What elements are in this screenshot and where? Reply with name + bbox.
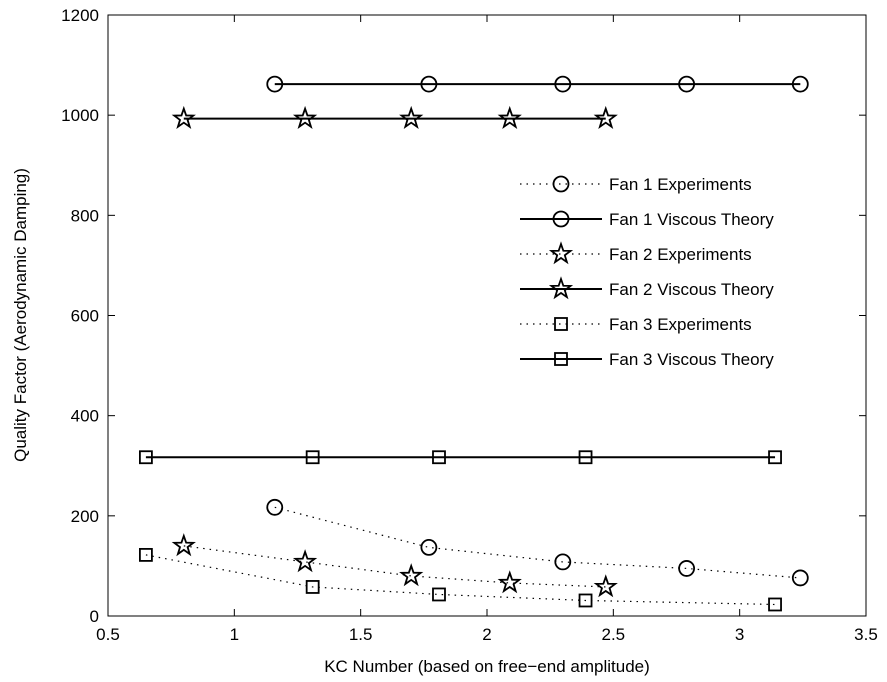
series-5 [138, 547, 782, 612]
legend-item: Fan 3 Viscous Theory [520, 350, 774, 369]
legend: Fan 1 Experiments Fan 1 Viscous Theory Fan… [520, 175, 774, 369]
data-point-square [432, 587, 446, 602]
data-point-square [432, 450, 446, 465]
y-tick-label: 0 [90, 607, 99, 626]
legend-item: Fan 1 Viscous Theory [520, 210, 774, 229]
data-point-circle [420, 538, 438, 556]
y-tick-label: 200 [71, 507, 99, 526]
legend-marker-star [548, 276, 574, 300]
series-layer [138, 75, 809, 612]
legend-marker-circle [552, 210, 570, 228]
series-4 [171, 105, 618, 129]
x-tick-label: 1.5 [349, 625, 373, 644]
data-point-star [171, 533, 196, 557]
x-tick-label: 0.5 [96, 625, 120, 644]
legend-item: Fan 2 Viscous Theory [520, 276, 774, 300]
data-point-square [768, 450, 782, 465]
x-tick-label: 1 [230, 625, 239, 644]
series-line [274, 506, 801, 579]
x-axis-label: KC Number (based on free−end amplitude) [324, 657, 650, 676]
axis-ticks: 0.5 1 1.5 2 2.5 3 3.5 0 200 400 600 800 1000 1200 [61, 6, 878, 644]
x-tick-label: 3.5 [854, 625, 878, 644]
data-point-circle [554, 75, 572, 93]
data-point-circle [791, 569, 809, 587]
data-point-circle [678, 560, 696, 577]
legend-label: Fan 1 Experiments [609, 175, 752, 194]
data-point-square [138, 450, 153, 465]
data-point-square [768, 597, 782, 612]
y-tick-label: 600 [71, 307, 99, 326]
data-point-square [305, 580, 320, 594]
data-point-square [138, 547, 153, 562]
data-point-circle [420, 75, 438, 93]
data-point-star [593, 574, 618, 598]
data-point-circle [266, 498, 284, 516]
legend-label: Fan 1 Viscous Theory [609, 210, 774, 229]
legend-label: Fan 2 Experiments [609, 245, 752, 264]
legend-marker-square [554, 317, 568, 331]
legend-item: Fan 2 Experiments [520, 241, 752, 265]
y-axis-label: Quality Factor (Aerodynamic Damping) [11, 168, 30, 462]
data-point-star [292, 549, 318, 573]
legend-item: Fan 3 Experiments [520, 315, 752, 334]
legend-item: Fan 1 Experiments [520, 175, 752, 194]
legend-label: Fan 2 Viscous Theory [609, 280, 774, 299]
y-tick-label: 400 [71, 407, 99, 426]
x-tick-label: 2 [482, 625, 491, 644]
data-point-circle [678, 75, 696, 93]
series-2 [266, 75, 809, 93]
data-point-square [578, 593, 593, 608]
data-point-circle [266, 75, 284, 93]
series-1 [266, 498, 809, 587]
series-3 [171, 533, 618, 598]
legend-marker-star [548, 241, 574, 265]
data-point-square [578, 450, 593, 465]
x-tick-label: 3 [735, 625, 744, 644]
data-point-circle [554, 553, 572, 571]
legend-label: Fan 3 Viscous Theory [609, 350, 774, 369]
data-point-star [171, 105, 196, 129]
data-point-star [292, 105, 318, 129]
data-point-star [497, 570, 522, 594]
data-point-circle [791, 75, 809, 93]
data-point-star [593, 105, 618, 129]
legend-marker-circle [552, 175, 570, 193]
data-point-star [399, 105, 424, 129]
y-tick-label: 1000 [61, 106, 99, 125]
data-point-star [399, 563, 424, 587]
plot-area [107, 14, 867, 617]
data-point-square [305, 450, 320, 465]
series-6 [138, 450, 782, 465]
data-point-star [497, 105, 522, 129]
legend-label: Fan 3 Experiments [609, 315, 752, 334]
y-tick-label: 1200 [61, 6, 99, 25]
y-tick-label: 800 [71, 206, 99, 225]
x-tick-label: 2.5 [602, 625, 626, 644]
legend-marker-square [554, 352, 568, 366]
